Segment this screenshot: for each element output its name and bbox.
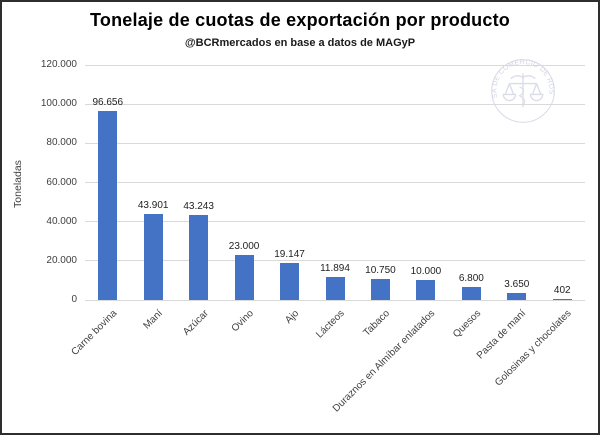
bar-value-label: 402	[553, 285, 571, 297]
x-axis-category-label: Duraznos en Almíbar enlatados	[331, 308, 438, 415]
bar-value-label: 23.000	[228, 240, 260, 252]
bar	[507, 292, 527, 300]
x-axis-category-label: Ovino	[229, 308, 256, 335]
x-axis-category-label: Ajo	[283, 308, 302, 326]
bar-value-label: 10.000	[410, 266, 442, 278]
y-axis-tick-label: 40.000	[46, 215, 77, 227]
bar-value-label: 19.147	[274, 248, 305, 260]
y-axis-tick-label: 100.000	[40, 98, 77, 110]
x-axis-category-label: Lácteos	[314, 308, 347, 341]
bar	[143, 214, 163, 300]
bar-value-label: 43.243	[183, 201, 214, 213]
bar	[280, 262, 300, 300]
gridline	[85, 64, 585, 66]
y-axis-tick-label: 60.000	[46, 176, 77, 188]
x-axis-category-label: Tabaco	[361, 308, 393, 339]
bar-value-label: 11.894	[320, 262, 350, 274]
y-axis-tick-label: 80.000	[46, 137, 77, 149]
bar	[370, 278, 390, 300]
bar-value-label: 10.750	[365, 264, 396, 276]
bar	[189, 215, 209, 300]
bar-value-label: 96.656	[92, 96, 124, 108]
x-axis-category-label: Carne bovina	[69, 308, 120, 358]
bar	[98, 110, 118, 300]
y-axis-tick-label: 0	[71, 294, 77, 305]
x-axis-category-label: Quesos	[451, 308, 484, 341]
bar	[325, 276, 345, 300]
x-axis-category-label: Maní	[141, 308, 165, 332]
gridline	[85, 142, 585, 144]
bar	[234, 254, 254, 300]
y-axis-tick-label: 20.000	[46, 254, 77, 266]
seal-outer-ring	[491, 59, 555, 123]
gridline	[85, 103, 585, 105]
bar	[416, 280, 436, 300]
bar	[552, 299, 572, 301]
x-axis-category-label: Golosinas y chocolates	[493, 308, 575, 389]
x-axis-category-label: Azúcar	[180, 308, 211, 338]
bar	[461, 286, 481, 300]
bcr-seal-watermark: BOLSA DE COMERCIO DE ROSARIO	[489, 57, 555, 123]
bar-value-label: 3.650	[504, 278, 530, 290]
scales-caduceus-icon	[502, 73, 544, 108]
bar-value-label: 6.800	[458, 272, 484, 284]
plot-area: 0 20.000 40.000 60.000 80.000 100.000 120.000 9…	[41, 59, 585, 414]
chart-subtitle: @BCRmercados en base a datos de MAGyP	[184, 37, 416, 49]
gridline	[85, 299, 585, 301]
gridline	[85, 182, 585, 183]
y-axis-tick-label: 120.000	[40, 59, 77, 70]
chart-title: Tonelaje de cuotas de exportación por pr…	[90, 10, 510, 30]
gridline	[85, 260, 585, 262]
gridline	[85, 221, 585, 223]
bar-value-label: 43.901	[137, 200, 169, 212]
